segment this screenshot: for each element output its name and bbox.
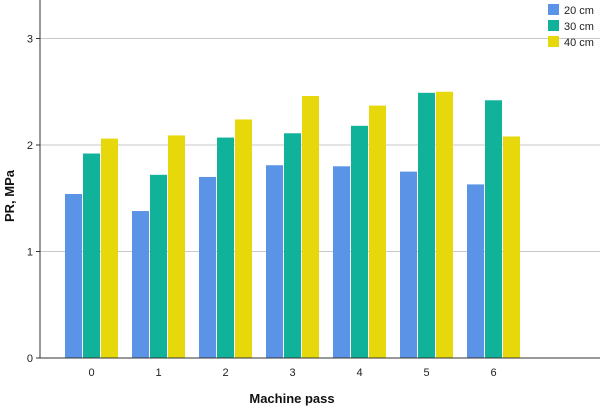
bar-40-cm-pass-5 bbox=[436, 91, 453, 358]
x-tick-label: 2 bbox=[222, 367, 228, 379]
bar-30-cm-pass-3 bbox=[284, 133, 301, 358]
x-tick-label: 3 bbox=[289, 367, 295, 379]
legend-label: 20 cm bbox=[564, 5, 594, 17]
legend: 20 cm 30 cm 40 cm bbox=[548, 4, 594, 49]
bar-30-cm-pass-5 bbox=[418, 92, 435, 358]
bar-20-cm-pass-3 bbox=[266, 165, 283, 358]
bar-20-cm-pass-6 bbox=[467, 184, 484, 358]
y-tick-label: 3 bbox=[27, 34, 33, 46]
x-tick-label: 4 bbox=[356, 367, 362, 379]
bar-40-cm-pass-0 bbox=[101, 138, 118, 358]
bar-20-cm-pass-4 bbox=[333, 166, 350, 358]
bar-20-cm-pass-2 bbox=[199, 176, 216, 358]
legend-swatch bbox=[548, 20, 559, 31]
x-axis-title: Machine pass bbox=[249, 391, 334, 406]
x-tick-labels: 0 1 2 3 4 5 6 bbox=[88, 367, 496, 379]
x-tick-label: 0 bbox=[88, 367, 94, 379]
legend-swatch bbox=[548, 4, 559, 15]
bar-30-cm-pass-1 bbox=[150, 174, 167, 358]
y-tick-label: 2 bbox=[27, 140, 33, 152]
bar-30-cm-pass-4 bbox=[351, 125, 368, 358]
legend-label: 40 cm bbox=[564, 37, 594, 49]
legend-label: 30 cm bbox=[564, 21, 594, 33]
bar-30-cm-pass-2 bbox=[217, 137, 234, 358]
y-tick-label: 0 bbox=[27, 353, 33, 365]
bar-40-cm-pass-1 bbox=[168, 135, 185, 358]
bar-40-cm-pass-4 bbox=[369, 105, 386, 358]
bar-40-cm-pass-2 bbox=[235, 119, 252, 358]
y-tick-label: 1 bbox=[27, 247, 33, 259]
legend-swatch bbox=[548, 36, 559, 47]
bars bbox=[65, 91, 520, 359]
bar-40-cm-pass-3 bbox=[302, 96, 319, 358]
y-tick-labels: 0 1 2 3 bbox=[27, 34, 33, 366]
x-tick-label: 1 bbox=[155, 367, 161, 379]
x-tick-label: 5 bbox=[423, 367, 429, 379]
axes bbox=[36, 0, 600, 359]
bar-20-cm-pass-5 bbox=[400, 171, 417, 358]
bar-40-cm-pass-6 bbox=[503, 136, 520, 358]
bar-30-cm-pass-0 bbox=[83, 153, 100, 358]
x-tick-label: 6 bbox=[490, 367, 496, 379]
bar-20-cm-pass-0 bbox=[65, 193, 82, 358]
bar-30-cm-pass-6 bbox=[485, 100, 502, 359]
bar-20-cm-pass-1 bbox=[132, 211, 149, 358]
y-axis-title: PR, MPa bbox=[2, 169, 17, 222]
